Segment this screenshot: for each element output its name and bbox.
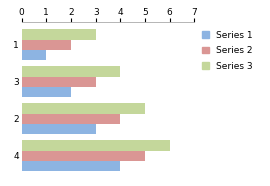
Bar bbox=[22, 114, 120, 124]
Bar bbox=[22, 161, 120, 171]
Bar bbox=[22, 103, 145, 114]
Legend: Series 1, Series 2, Series 3: Series 1, Series 2, Series 3 bbox=[201, 30, 254, 71]
Bar bbox=[22, 50, 46, 60]
Bar bbox=[22, 140, 170, 151]
Bar bbox=[22, 77, 96, 87]
Bar bbox=[22, 151, 145, 161]
Bar bbox=[22, 66, 120, 77]
Bar bbox=[22, 29, 96, 40]
Bar bbox=[22, 124, 96, 134]
Bar bbox=[22, 87, 71, 97]
Bar bbox=[22, 40, 71, 50]
